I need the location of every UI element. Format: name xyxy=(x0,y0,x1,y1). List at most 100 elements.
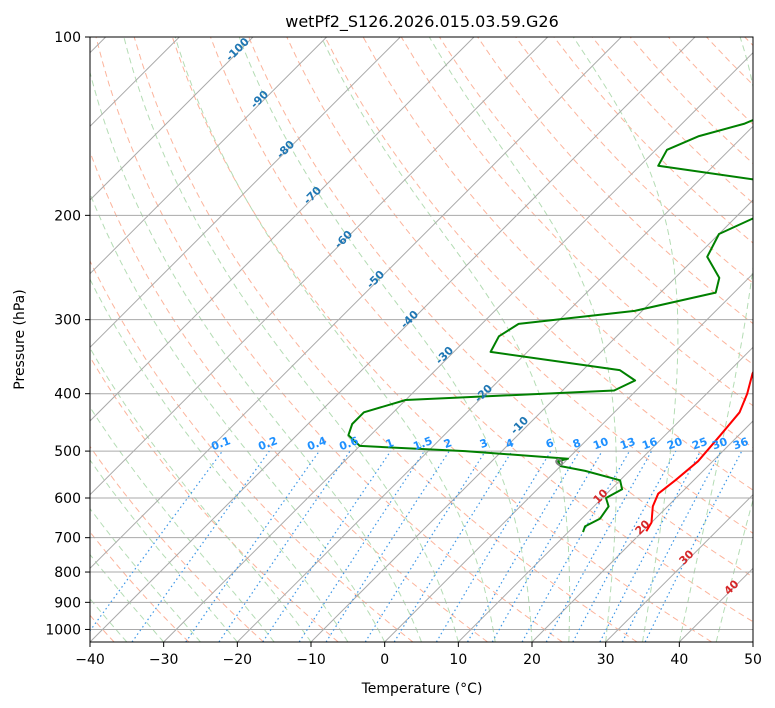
mixing-ratio-line xyxy=(131,450,270,642)
mixing-ratio-label: 20 xyxy=(665,435,684,453)
plot-frame xyxy=(89,36,754,643)
moist-adiabat-line xyxy=(428,37,617,642)
mixing-ratio-label: 1.5 xyxy=(411,434,434,453)
mixing-ratio-label: 16 xyxy=(640,435,659,453)
moist-adiabat-label: 30 xyxy=(677,547,697,567)
isotherm-line xyxy=(90,37,549,496)
isotherm-line xyxy=(236,125,753,642)
mixing-ratio-line xyxy=(185,450,320,642)
dry-adiabat-label: -100 xyxy=(223,35,252,64)
mixing-ratio-line xyxy=(393,450,513,642)
moist-adiabat-label: 40 xyxy=(722,577,742,597)
dry-adiabat-line xyxy=(553,37,753,244)
mixing-ratio-line xyxy=(364,450,486,642)
x-axis-ticks: −40 −30 −20 −10 0 10 20 30 40 50 xyxy=(75,642,762,668)
mixing-ratio-line xyxy=(325,450,450,642)
moist-adiabat-line xyxy=(90,347,312,642)
dry-adiabat-line xyxy=(90,150,488,642)
isotherm-line xyxy=(457,346,753,642)
mixing-ratio-line xyxy=(599,450,702,642)
moist-adiabat-line xyxy=(90,192,386,642)
dry-adiabat-label: -40 xyxy=(398,308,421,331)
isotherm-line xyxy=(90,37,622,570)
y-tick-label: 1000 xyxy=(45,622,81,638)
mixing-ratio-line xyxy=(521,450,631,642)
isotherm-line xyxy=(90,37,475,422)
mixing-ratio-label: 0.2 xyxy=(256,434,279,453)
x-tick-label: 30 xyxy=(597,652,615,668)
y-axis-ticks: 100 200 300 400 500 600 700 800 900 1000 xyxy=(45,30,90,638)
temperature-profile-line xyxy=(645,370,753,532)
dry-adiabat-line xyxy=(90,445,264,642)
y-tick-label: 200 xyxy=(54,208,81,224)
mixing-ratio-label: 36 xyxy=(731,435,750,453)
moist-adiabat-line xyxy=(90,598,128,642)
moist-adiabat-line xyxy=(572,37,679,642)
x-tick-label: 20 xyxy=(523,652,541,668)
dry-adiabat-label: -60 xyxy=(332,228,355,251)
dry-adiabat-line xyxy=(90,259,414,642)
x-axis-label: Temperature (°C) xyxy=(361,681,483,697)
y-axis-label: Pressure (hPa) xyxy=(12,289,28,389)
y-tick-label: 800 xyxy=(54,565,81,581)
mixing-ratio-line xyxy=(298,450,425,642)
mixing-ratio-label: 25 xyxy=(690,435,709,452)
dry-adiabat-line xyxy=(706,37,753,86)
background-lines xyxy=(90,37,753,642)
isotherm-line xyxy=(531,420,753,642)
moist-adiabat-line xyxy=(320,37,571,642)
mixing-ratio-label: 13 xyxy=(618,435,637,452)
isotherm-line xyxy=(752,641,753,642)
dry-adiabat-line xyxy=(210,37,753,623)
dry-adiabat-label: -80 xyxy=(274,138,297,161)
x-tick-label: 40 xyxy=(670,652,688,668)
x-tick-label: 0 xyxy=(380,652,389,668)
x-tick-label: −10 xyxy=(296,652,326,668)
dry-adiabat-label: -90 xyxy=(248,88,271,111)
x-tick-label: −40 xyxy=(75,652,105,668)
y-tick-label: 700 xyxy=(54,531,81,547)
x-tick-label: −30 xyxy=(149,652,179,668)
isotherm-line xyxy=(310,199,753,642)
moist-adiabat-line xyxy=(90,406,275,642)
line-labels: -100 -90 -80-70 -60 -50 -40 -30 -20 -10 0.1 0.2 0.4… xyxy=(209,35,750,598)
mixing-ratio-label: 6 xyxy=(544,436,556,451)
dry-adiabat-line xyxy=(744,37,753,47)
mixing-ratio-line xyxy=(218,450,351,642)
x-tick-label: 10 xyxy=(449,652,467,668)
data-lines xyxy=(347,118,753,533)
isotherm-line xyxy=(90,37,401,349)
moist-adiabat-line xyxy=(678,37,753,642)
dry-adiabat-line xyxy=(90,531,190,642)
chart-title: wetPf2_S126.2026.015.03.59.G26 xyxy=(285,12,559,32)
moist-adiabat-line xyxy=(90,459,238,642)
dry-adiabat-line xyxy=(171,37,712,642)
isotherm-line xyxy=(605,493,753,642)
dry-adiabat-line xyxy=(90,356,339,642)
moist-adiabat-line xyxy=(715,497,753,642)
dry-adiabat-label: -20 xyxy=(472,382,495,405)
mixing-ratio-line xyxy=(435,450,552,642)
mixing-ratio-line xyxy=(262,450,392,642)
mixing-ratio-label: 2 xyxy=(442,436,454,451)
mixing-ratio-line xyxy=(644,450,743,642)
y-tick-label: 300 xyxy=(54,313,81,329)
mixing-ratio-label: 0.4 xyxy=(305,434,328,453)
dry-adiabat-line xyxy=(133,37,638,642)
dry-adiabat-line xyxy=(248,37,753,578)
x-tick-label: −20 xyxy=(223,652,253,668)
dry-adiabat-label: -30 xyxy=(433,344,456,367)
dry-adiabat-label: -10 xyxy=(508,414,531,437)
isotherm-line xyxy=(90,37,254,201)
isotherm-line xyxy=(90,37,696,642)
y-tick-label: 600 xyxy=(54,491,81,507)
moist-adiabat-line xyxy=(238,37,533,642)
dry-adiabat-line xyxy=(324,37,753,491)
moist-adiabat-line xyxy=(174,37,496,642)
moist-adiabat-line xyxy=(90,70,422,642)
moist-adiabat-line xyxy=(90,553,165,642)
isotherm-line xyxy=(90,37,328,275)
mixing-ratio-label: 1 xyxy=(384,436,396,451)
mixing-ratio-label: 4 xyxy=(504,436,516,451)
mixing-ratio-label: 0.1 xyxy=(209,434,232,453)
